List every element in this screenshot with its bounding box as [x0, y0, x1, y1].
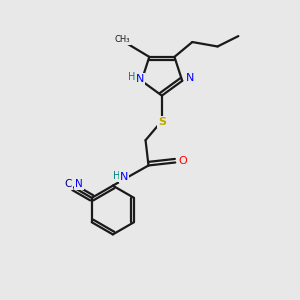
Text: N: N — [75, 179, 83, 190]
Text: O: O — [178, 156, 187, 166]
Text: S: S — [158, 117, 166, 127]
Text: N: N — [185, 74, 194, 83]
Text: H: H — [113, 171, 120, 181]
Text: N: N — [120, 172, 128, 182]
Text: H: H — [128, 72, 136, 82]
Text: N: N — [136, 74, 144, 84]
Text: CH₃: CH₃ — [115, 35, 130, 44]
Text: C: C — [65, 179, 72, 190]
